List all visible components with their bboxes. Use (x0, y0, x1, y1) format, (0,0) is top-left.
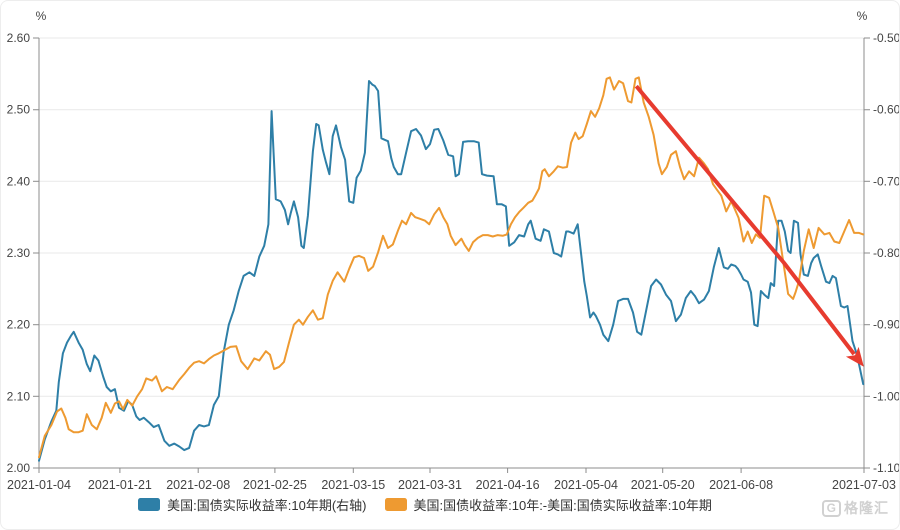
x-axis-tick-label: 2021-02-25 (243, 478, 307, 492)
y-axis-right-tick-label: -0.90 (873, 318, 900, 332)
y-axis-left-tick-label: 2.00 (7, 461, 31, 475)
trend-arrow (634, 84, 864, 367)
x-axis-tick-label: 2021-05-20 (631, 478, 695, 492)
legend-swatch-blue (138, 498, 161, 511)
y-axis-right-tick-label: -0.80 (873, 246, 900, 260)
legend-item-real-yield[interactable]: 美国:国债实际收益率:10年期(右轴) (138, 495, 367, 514)
y-axis-left-tick-label: 2.50 (7, 103, 31, 117)
x-axis-tick-label: 2021-03-15 (321, 478, 385, 492)
y-axis-right-tick-label: -0.70 (873, 174, 900, 188)
y-axis-left-tick-label: 2.60 (7, 31, 31, 45)
series-line-blue (38, 80, 865, 462)
x-axis-tick-label: 2021-01-04 (7, 478, 71, 492)
legend-swatch-orange (384, 498, 407, 511)
series-line-orange (38, 76, 865, 459)
y-axis-right-tick-label: -1.00 (873, 389, 900, 403)
y-axis-right-tick-label: -0.60 (873, 103, 900, 117)
watermark-text: 格隆汇 (844, 500, 889, 516)
watermark-gelonghui: G 格隆汇 (821, 498, 889, 518)
y-axis-left-tick-label: 2.30 (7, 246, 31, 260)
x-axis-tick-label: 2021-05-04 (554, 478, 618, 492)
y-axis-right-unit: % (857, 9, 868, 23)
x-axis-tick-label: 2021-04-16 (476, 478, 540, 492)
x-axis-tick-label: 2021-06-08 (709, 478, 773, 492)
y-axis-left-tick-label: 2.10 (7, 389, 31, 403)
x-axis-tick-label: 2021-03-31 (398, 478, 462, 492)
y-axis-right-tick-label: -1.10 (873, 461, 900, 475)
x-axis-tick-label: 2021-01-21 (88, 478, 152, 492)
y-axis-left-unit: % (36, 9, 47, 23)
x-axis-tick-label: 2021-02-08 (166, 478, 230, 492)
y-axis-left-tick-label: 2.20 (7, 318, 31, 332)
legend: 美国:国债实际收益率:10年期(右轴) 美国:国债收益率:10年:-美国:国债实… (1, 495, 874, 514)
x-axis-tick-label: 2021-07-03 (832, 478, 896, 492)
legend-item-breakeven-spread[interactable]: 美国:国债收益率:10年:-美国:国债实际收益率:10年期 (384, 495, 712, 514)
gelonghui-logo-icon: G (821, 499, 841, 517)
legend-label-breakeven-spread: 美国:国债收益率:10年:-美国:国债实际收益率:10年期 (413, 498, 712, 513)
y-axis-right-tick-label: -0.50 (873, 31, 900, 45)
y-axis-left-tick-label: 2.40 (7, 174, 31, 188)
legend-label-real-yield: 美国:国债实际收益率:10年期(右轴) (167, 498, 367, 513)
